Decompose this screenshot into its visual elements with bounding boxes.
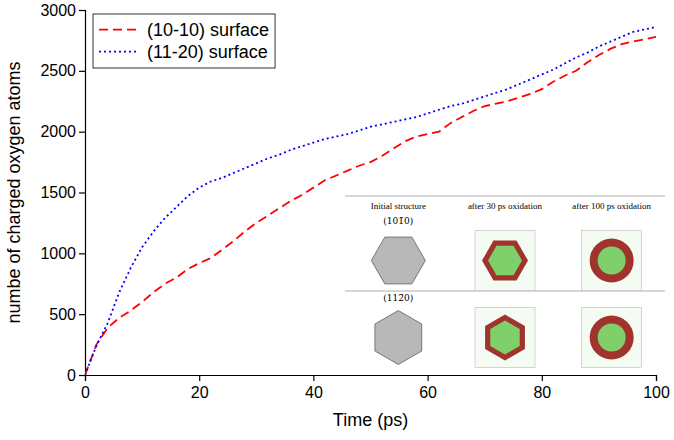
y-tick: 1000 (40, 245, 85, 262)
y-tick: 1500 (40, 184, 85, 201)
y-tick-mark (79, 375, 85, 376)
x-tick: 100 (643, 375, 670, 401)
inset-metal-core (488, 246, 522, 275)
inset-oxide-shell (485, 315, 525, 361)
x-axis-line (86, 376, 657, 382)
inset-oxide-shell (590, 239, 634, 283)
inset-metal-core (598, 324, 626, 352)
x-tick-mark (542, 375, 543, 381)
y-tick-label: 2500 (40, 62, 76, 79)
chart: 020406080100050010001500200025003000Init… (0, 0, 674, 440)
inset-oxide-shell (482, 241, 528, 281)
inset-box (475, 308, 535, 368)
inset-initial-particle (375, 311, 422, 365)
y-tick: 2500 (40, 62, 85, 79)
inset: Initial structure after 30 ps oxidation af… (345, 196, 665, 368)
x-tick-label: 100 (643, 384, 670, 401)
y-tick: 500 (49, 306, 85, 323)
y-axis: 0 500 1000 1500 2000 2500 3000 (40, 2, 85, 384)
x-tick-label: 80 (533, 384, 551, 401)
inset-initial-particle (371, 237, 425, 284)
y-tick-label: 1500 (40, 184, 76, 201)
series-line (85, 27, 656, 375)
x-tick-label: 60 (419, 384, 437, 401)
legend-label: (10-10) surface (147, 20, 269, 40)
inset-box (582, 308, 642, 368)
y-tick-mark (79, 253, 85, 254)
inset-surface-label: (101̄0) (383, 216, 413, 226)
x-axis: 0 20 40 60 80 100 (81, 375, 670, 401)
x-tick-mark (199, 375, 200, 381)
y-tick-mark (79, 71, 85, 72)
legend: (10-10) surface(11-20) surface (93, 14, 275, 68)
x-tick-label: 0 (81, 384, 90, 401)
x-tick: 60 (419, 375, 437, 401)
lines (85, 27, 656, 375)
plot-area: 020406080100050010001500200025003000Init… (40, 2, 670, 402)
inset-rule (345, 196, 665, 197)
inset-column-title: Initial structure (371, 201, 426, 211)
inset-oxide-shell (590, 316, 634, 360)
y-tick-label: 2000 (40, 123, 76, 140)
inset-metal-core (598, 247, 626, 275)
inset-metal-core (490, 321, 519, 355)
y-tick-mark (79, 132, 85, 133)
legend-swatch (99, 29, 139, 31)
x-tick-label: 20 (191, 384, 209, 401)
y-tick-label: 1000 (40, 245, 76, 262)
y-tick-mark (79, 192, 85, 193)
x-tick: 0 (81, 375, 90, 401)
y-tick-label: 0 (67, 367, 76, 384)
y-tick-mark (79, 314, 85, 315)
x-tick: 80 (533, 375, 551, 401)
y-axis-line (79, 11, 86, 376)
y-tick-label: 3000 (40, 2, 76, 19)
x-tick-mark (656, 375, 657, 381)
x-axis-title: Time (ps) (333, 410, 408, 430)
x-tick-mark (428, 375, 429, 381)
y-tick: 2000 (40, 123, 85, 140)
legend-label: (11-20) surface (147, 42, 268, 62)
inset-surface-label: (112̄0) (383, 293, 413, 303)
y-axis-title: numbe of charged oxygen atoms (4, 61, 24, 323)
inset-box (475, 231, 535, 291)
inset-background (345, 196, 665, 368)
x-tick-mark (313, 375, 314, 381)
y-tick-mark (79, 10, 85, 11)
inset-column-title: after 30 ps oxidation (468, 201, 543, 211)
y-tick-label: 500 (49, 306, 76, 323)
series-line (85, 37, 656, 375)
y-tick: 3000 (40, 2, 85, 19)
x-tick: 40 (305, 375, 323, 401)
x-tick: 20 (191, 375, 209, 401)
legend-swatch (99, 51, 139, 53)
legend-box (93, 14, 275, 68)
x-tick-label: 40 (305, 384, 323, 401)
inset-column-title: after 100 ps oxidation (572, 201, 651, 211)
y-tick: 0 (67, 367, 85, 384)
inset-box (582, 231, 642, 291)
